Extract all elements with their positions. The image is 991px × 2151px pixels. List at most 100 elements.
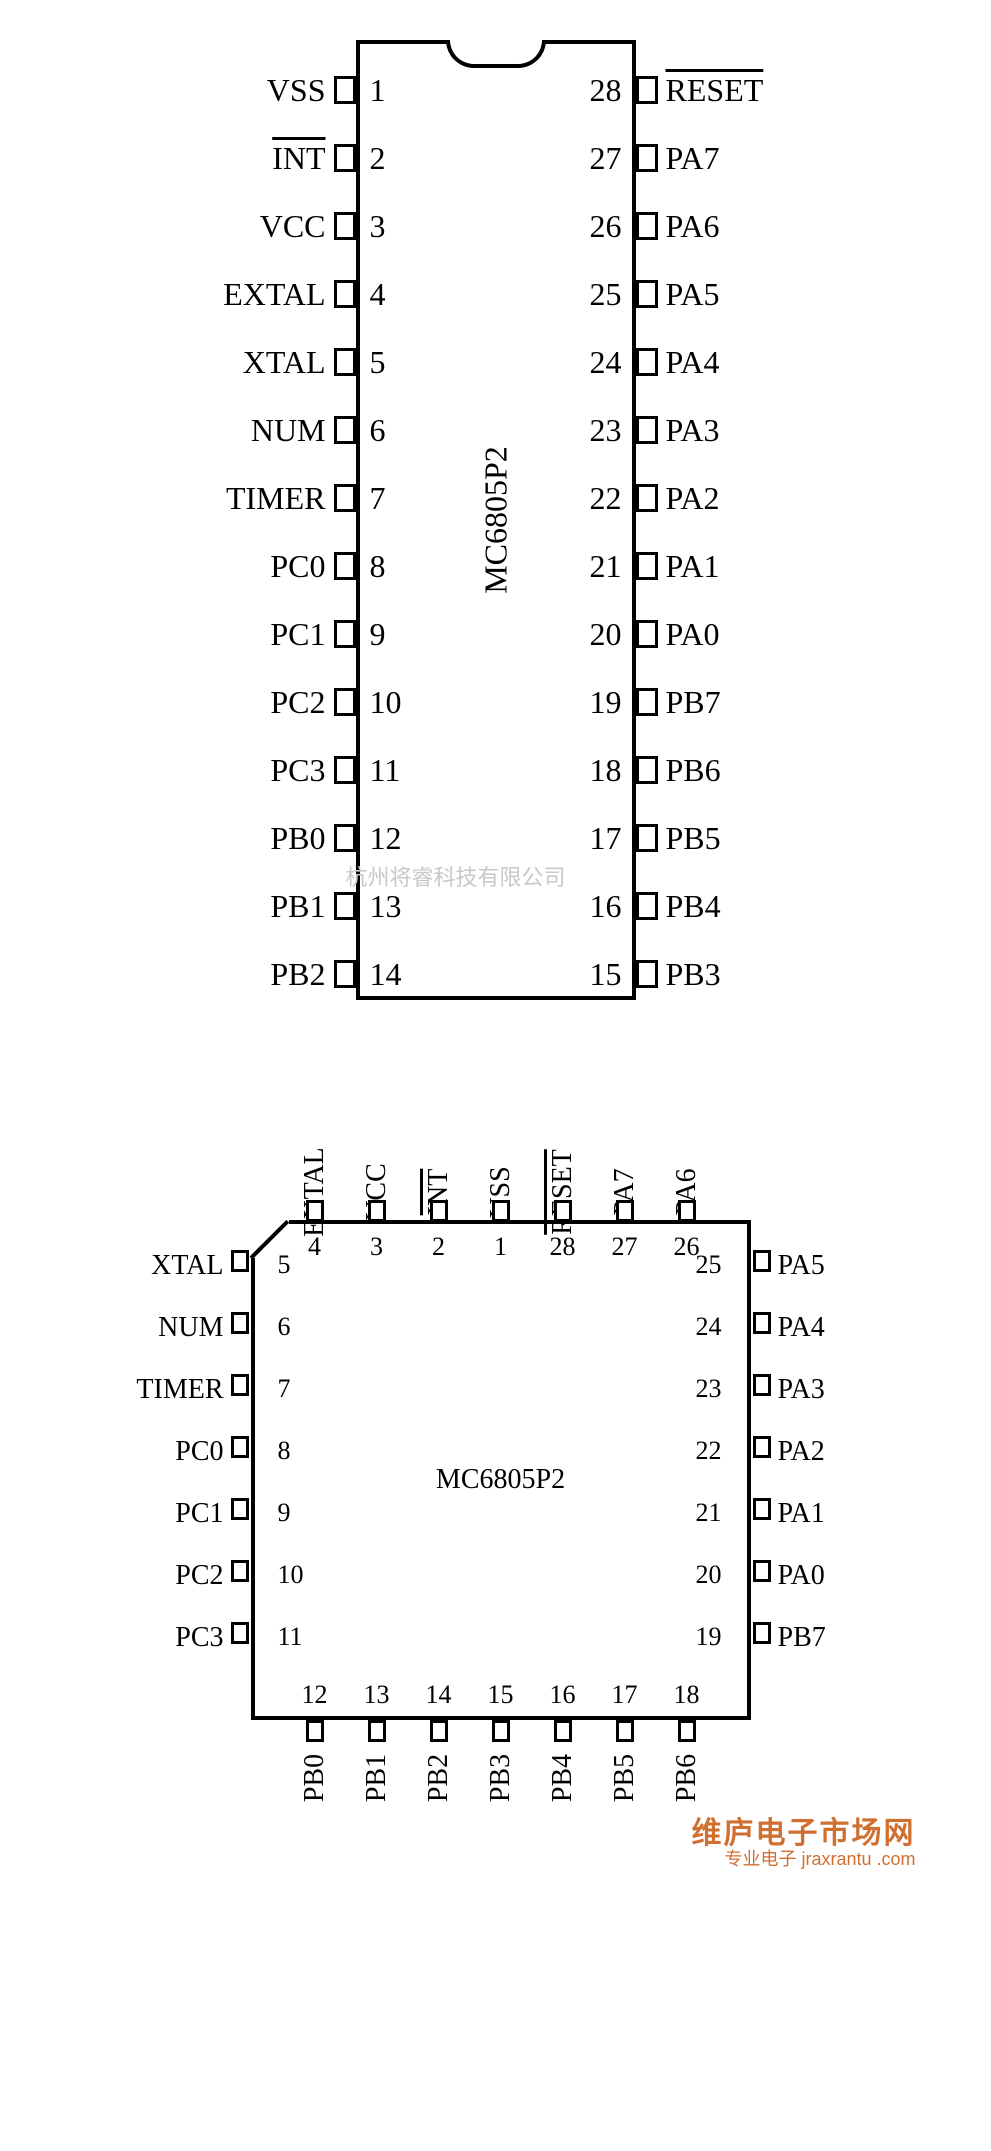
dip-pin-pad <box>334 688 356 716</box>
plcc-tb-col: INT214PB2 <box>408 1090 470 1870</box>
dip-pin-pad <box>636 960 658 988</box>
plcc-pin-pad <box>231 1250 249 1272</box>
dip-pin-label-right: PA5 <box>666 276 720 313</box>
dip-pin-number-left: 10 <box>370 684 402 721</box>
dip-pin-label-right: PB6 <box>666 752 721 789</box>
dip-pin-pad <box>334 620 356 648</box>
dip-pin-label-right: PA0 <box>666 616 720 653</box>
plcc-tb-col: PA62618PB6 <box>656 1090 718 1870</box>
plcc-pin-pad <box>492 1200 510 1222</box>
dip-pin-number-right: 19 <box>590 684 622 721</box>
plcc-pin-label-bottom: PB1 <box>361 1754 393 1802</box>
dip-pin-label-right: PA1 <box>666 548 720 585</box>
watermark: 杭州将睿科技有限公司 <box>346 860 566 892</box>
dip-pin-pad <box>334 212 356 240</box>
plcc-pin-number-bottom: 13 <box>364 1680 390 1710</box>
diagram-container: MC6805P2 VSS128RESETINT227PA7VCC326PA6EX… <box>20 40 971 1870</box>
plcc-pin-label-bottom: PB4 <box>547 1754 579 1802</box>
plcc-pin-pad <box>430 1200 448 1222</box>
dip-pin-pad <box>636 756 658 784</box>
plcc-pin-number-bottom: 17 <box>612 1680 638 1710</box>
plcc-pin-label-right: PA4 <box>778 1312 825 1344</box>
dip-pin-number-right: 16 <box>590 888 622 925</box>
dip-pin-label-left: PC2 <box>270 684 325 721</box>
plcc-pin-pad <box>306 1720 324 1742</box>
dip-pin-pad <box>636 688 658 716</box>
dip-pin-label-right: PA6 <box>666 208 720 245</box>
plcc-pin-label-bottom: PB2 <box>423 1754 455 1802</box>
dip-pin-label-left: PB0 <box>270 820 325 857</box>
plcc-pin-pad <box>430 1720 448 1742</box>
plcc-pin-number-top: 27 <box>612 1232 638 1262</box>
dip-pin-number-right: 17 <box>590 820 622 857</box>
dip-pin-number-left: 8 <box>370 548 386 585</box>
dip-pin-number-left: 5 <box>370 344 386 381</box>
dip-pin-pad <box>334 484 356 512</box>
plcc-pin-pad <box>231 1498 249 1520</box>
dip-pin-label-right: PB7 <box>666 684 721 721</box>
dip-pin-label-right: PA3 <box>666 412 720 449</box>
dip-pin-label-left: PC3 <box>270 752 325 789</box>
dip-pin-pad <box>334 756 356 784</box>
dip-pin-number-left: 1 <box>370 72 386 109</box>
plcc-pin-label-right: PA0 <box>778 1560 825 1592</box>
dip-pin-pad <box>636 552 658 580</box>
dip-pin-label-left: PC0 <box>270 548 325 585</box>
dip-pin-pad <box>334 76 356 104</box>
dip-pin-row: VCC326PA6 <box>66 192 926 260</box>
dip-pin-number-left: 2 <box>370 140 386 177</box>
dip-pin-pad <box>636 824 658 852</box>
dip-pin-number-right: 28 <box>590 72 622 109</box>
dip-pin-pad <box>636 892 658 920</box>
dip-pin-number-right: 21 <box>590 548 622 585</box>
dip-pin-label-left: VCC <box>260 208 326 245</box>
dip-pin-label-left: PC1 <box>270 616 325 653</box>
plcc-pin-number-bottom: 12 <box>302 1680 328 1710</box>
dip-pin-pad <box>334 892 356 920</box>
dip-pin-number-right: 15 <box>590 956 622 993</box>
plcc-tb-col: RESET2816PB4 <box>532 1090 594 1870</box>
dip-pin-pad <box>636 280 658 308</box>
plcc-pin-label-left: PC0 <box>175 1436 223 1468</box>
footer-line2: 专业电子 jraxrantu .com <box>692 1850 916 1870</box>
dip-pin-row: PB21415PB3 <box>66 940 926 1008</box>
dip-pin-label-left: PB1 <box>270 888 325 925</box>
plcc-pin-pad <box>231 1312 249 1334</box>
plcc-pin-label-left: TIMER <box>136 1374 223 1406</box>
plcc-pin-label-left: PC2 <box>175 1560 223 1592</box>
dip-pin-row: PC1920PA0 <box>66 600 926 668</box>
plcc-pin-pad <box>231 1560 249 1582</box>
plcc-pin-label-left: NUM <box>158 1312 223 1344</box>
dip-pin-row: PC31118PB6 <box>66 736 926 804</box>
dip-pin-number-left: 12 <box>370 820 402 857</box>
dip-pin-number-right: 24 <box>590 344 622 381</box>
dip-pin-pad <box>636 416 658 444</box>
dip-pin-row: INT227PA7 <box>66 124 926 192</box>
plcc-pin-pad <box>368 1200 386 1222</box>
plcc-tb-col: PA72717PB5 <box>594 1090 656 1870</box>
plcc-pin-pad <box>753 1622 771 1644</box>
plcc-pin-label-left: PC3 <box>175 1622 223 1654</box>
plcc-pin-pad <box>231 1622 249 1644</box>
dip-pin-label-right: PA7 <box>666 140 720 177</box>
dip-pin-label-left: NUM <box>251 412 326 449</box>
dip-pin-number-left: 7 <box>370 480 386 517</box>
plcc-pin-number-bottom: 15 <box>488 1680 514 1710</box>
plcc-pin-label-bottom: PB0 <box>299 1754 331 1802</box>
plcc-pin-pad <box>616 1200 634 1222</box>
dip-pin-number-left: 3 <box>370 208 386 245</box>
dip-pin-row: NUM623PA3 <box>66 396 926 464</box>
dip-pin-number-left: 4 <box>370 276 386 313</box>
plcc-pin-pad <box>678 1200 696 1222</box>
plcc-pin-label-left: XTAL <box>151 1250 223 1282</box>
dip-pin-label-left: XTAL <box>243 344 326 381</box>
footer-line1: 维庐电子市场网 <box>692 1817 916 1850</box>
dip-pin-label-right: PA2 <box>666 480 720 517</box>
dip-pin-label-left: PB2 <box>270 956 325 993</box>
dip-pin-row: EXTAL425PA5 <box>66 260 926 328</box>
dip-pin-pad <box>334 552 356 580</box>
dip-pin-label-left: TIMER <box>226 480 326 517</box>
dip-pin-label-right: PA4 <box>666 344 720 381</box>
plcc-pin-pad <box>753 1560 771 1582</box>
dip-pin-pad <box>636 212 658 240</box>
